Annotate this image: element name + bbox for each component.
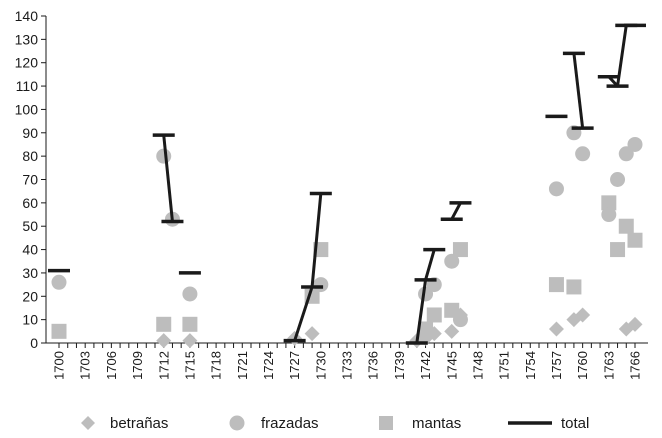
legend-marker-frazadas (229, 415, 245, 431)
point-betranas (304, 326, 320, 342)
point-frazadas (156, 148, 172, 164)
y-tick-label: 70 (22, 172, 38, 188)
line-total (162, 134, 174, 222)
point-mantas (548, 277, 564, 293)
x-tick-label: 1727 (287, 351, 302, 380)
x-tick-label: 1703 (78, 351, 93, 380)
x-tick-label: 1736 (366, 351, 381, 380)
y-tick-label: 60 (22, 195, 38, 211)
x-tick-label: 1712 (156, 351, 171, 380)
x-tick-label: 1718 (209, 351, 224, 380)
x-tick-label: 1730 (313, 351, 328, 380)
point-mantas (618, 218, 634, 234)
legend-marker-mantas (379, 416, 393, 430)
y-tick-label: 10 (22, 312, 38, 328)
y-tick-label: 100 (15, 101, 39, 117)
point-mantas (452, 242, 468, 258)
x-tick-label: 1763 (601, 351, 616, 380)
x-tick-label: 1766 (628, 351, 643, 380)
legend-marker-betranas (81, 416, 95, 430)
point-betranas (444, 323, 460, 339)
legend-label: betrañas (110, 415, 168, 432)
x-tick-label: 1739 (392, 351, 407, 380)
point-betranas (156, 333, 172, 349)
y-tick-label: 20 (22, 288, 38, 304)
line-total (450, 202, 462, 220)
x-tick-label: 1748 (470, 351, 485, 380)
x-tick-label: 1754 (523, 351, 538, 380)
point-mantas (610, 242, 626, 258)
point-mantas (566, 279, 582, 295)
y-tick-label: 80 (22, 148, 38, 164)
point-frazadas (313, 277, 329, 293)
y-tick-label: 50 (22, 218, 38, 234)
point-frazadas (601, 207, 617, 223)
y-tick-label: 0 (30, 335, 38, 351)
point-mantas (601, 195, 617, 211)
point-mantas (156, 316, 172, 332)
point-frazadas (610, 172, 626, 187)
legend: betrañas frazadas mantas total (81, 415, 589, 432)
point-mantas (627, 232, 643, 248)
point-betranas (627, 316, 643, 332)
point-betranas (548, 321, 564, 337)
y-tick-label: 30 (22, 265, 38, 281)
y-tick-label: 130 (15, 31, 39, 47)
x-tick-labels: 1700 1703 1706 1709 1712 1715 1718 1721 1724 1727… (52, 351, 643, 380)
legend-label: total (561, 415, 589, 432)
point-mantas (426, 307, 442, 323)
x-tick-label: 1742 (418, 351, 433, 380)
point-mantas (51, 323, 67, 339)
x-tick-label: 1751 (497, 351, 512, 380)
point-frazadas (444, 253, 460, 269)
point-betranas (575, 307, 591, 323)
point-frazadas (627, 136, 643, 152)
y-tick-labels: 0 10 20 30 40 50 60 70 80 90 100 110 120 130 140 (15, 8, 39, 351)
x-tick-label: 1760 (575, 351, 590, 380)
x-tick-label: 1700 (52, 351, 67, 380)
line-total (293, 193, 323, 342)
y-tick-label: 140 (15, 8, 39, 24)
legend-label: mantas (412, 415, 461, 432)
x-tick-label: 1721 (235, 351, 250, 380)
x-tick-label: 1706 (104, 351, 119, 380)
point-frazadas (575, 146, 591, 162)
axes (41, 15, 648, 348)
y-tick-label: 120 (15, 55, 39, 71)
point-betranas (182, 333, 198, 349)
point-frazadas (548, 181, 564, 197)
x-tick-label: 1724 (261, 351, 276, 380)
y-tick-label: 110 (16, 78, 39, 94)
point-frazadas (51, 274, 67, 290)
x-tick-label: 1709 (130, 351, 145, 380)
legend-label: frazadas (261, 415, 319, 432)
x-tick-label: 1733 (340, 351, 355, 380)
x-tick-label: 1745 (444, 351, 459, 380)
point-mantas (182, 316, 198, 332)
point-frazadas (182, 286, 198, 302)
line-total (572, 53, 585, 129)
x-tick-label: 1757 (549, 351, 564, 380)
y-tick-label: 90 (22, 125, 38, 141)
point-betranas (426, 326, 442, 342)
chart-marks (48, 23, 646, 349)
x-tick-label: 1715 (182, 351, 197, 380)
point-betranas (452, 307, 468, 323)
y-tick-label: 40 (22, 242, 38, 258)
